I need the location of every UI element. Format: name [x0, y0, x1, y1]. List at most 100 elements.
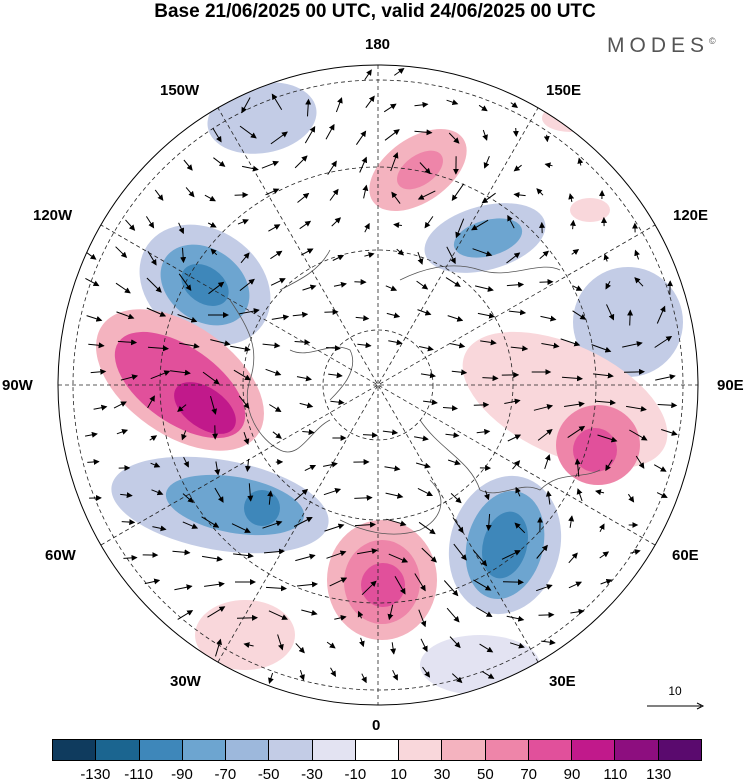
wind-vector-arrow: [654, 335, 673, 348]
wind-vector-arrow: [510, 102, 519, 109]
wind-vector-arrow: [177, 404, 187, 413]
wind-vector-arrow: [88, 342, 105, 349]
anomaly-cell-positive: [195, 600, 295, 670]
wind-vector-arrow: [305, 98, 312, 117]
wind-vector-arrow: [204, 581, 225, 588]
colorbar-tick-label: 90: [563, 766, 581, 783]
wind-vector-arrow: [268, 672, 274, 684]
wind-vector-arrow: [394, 576, 406, 595]
wind-vector-arrow: [543, 134, 550, 143]
wind-vector-arrow: [541, 639, 556, 646]
wind-vector-arrow: [445, 432, 460, 439]
wind-vector-arrow: [382, 429, 399, 436]
wind-vector-arrow: [149, 435, 158, 442]
wind-vector-arrow: [362, 432, 378, 439]
wind-vector-arrow: [570, 608, 585, 615]
wind-vector-arrow: [451, 673, 463, 684]
wind-vector-arrow: [656, 492, 668, 498]
wind-vector-arrow: [512, 127, 519, 137]
meridian-60w-120e: [100, 224, 656, 546]
reference-arrow: [647, 702, 705, 710]
brand-name: MODES: [607, 34, 710, 57]
wind-vector-arrow: [442, 405, 458, 412]
colorbar-swatch: [96, 740, 140, 760]
lon-label-120e: 120E: [673, 207, 709, 224]
colorbar-tick-label: 70: [520, 766, 537, 783]
wind-vector-arrow: [419, 162, 431, 175]
wind-vector-arrow: [479, 643, 494, 653]
colorbar-tick-label: -90: [171, 766, 193, 783]
wind-vector-arrow: [536, 544, 548, 559]
wind-vector-arrow: [332, 254, 345, 261]
wind-vector-arrow: [212, 128, 222, 143]
wind-vector-arrow: [629, 429, 648, 441]
wind-vector-arrow: [239, 125, 257, 139]
wind-vector-arrow: [477, 312, 496, 319]
wind-vector-arrow: [294, 339, 311, 346]
wind-vector-arrow: [327, 160, 337, 175]
wind-vector-arrow: [144, 578, 161, 585]
wind-vector-arrow: [357, 548, 378, 555]
wind-vector-arrow: [507, 214, 515, 229]
wind-vector-arrow: [484, 490, 490, 501]
wind-vector-arrow: [418, 345, 434, 352]
wind-vector-arrow: [326, 345, 341, 352]
wind-vector-arrow: [323, 488, 342, 496]
coastline: [339, 479, 442, 535]
wind-vector-arrow: [172, 549, 191, 556]
wind-vector-arrow: [445, 277, 461, 287]
wind-vector-arrow: [179, 342, 200, 349]
colorbar-tick-label: 130: [646, 766, 672, 783]
wind-vector-arrow: [600, 578, 613, 585]
wind-vector-arrow: [125, 219, 136, 231]
lon-label-150w: 150W: [160, 82, 200, 99]
wind-vector-arrow: [115, 246, 128, 259]
wind-vector-arrow: [147, 250, 157, 266]
wind-vector-arrow: [653, 464, 667, 472]
wind-vector-arrow: [201, 516, 220, 528]
wind-vector-arrow: [414, 101, 429, 108]
wind-vector-arrow: [544, 454, 551, 470]
wind-vector-arrow: [330, 667, 337, 678]
wind-vector-arrow: [334, 614, 347, 621]
wind-vector-arrow: [515, 486, 521, 497]
colorbar-swatch: [355, 740, 400, 760]
wind-vector-arrow: [603, 253, 610, 262]
wind-vector-arrow: [482, 129, 488, 141]
latitude-circle: [159, 166, 597, 604]
wind-vector-arrow: [417, 251, 424, 265]
wind-vector-arrow: [417, 487, 433, 497]
wind-vector-arrow: [302, 284, 317, 291]
wind-vector-arrow: [272, 431, 282, 439]
wind-vector-arrow: [537, 428, 553, 441]
wind-vector-arrow: [605, 281, 612, 290]
wind-vector-arrow: [451, 183, 465, 202]
colorbar-swatch: [226, 740, 270, 760]
map-boundary: [57, 64, 699, 706]
wind-vector-arrow: [268, 610, 289, 620]
wind-vector-arrow: [450, 493, 462, 504]
wind-vector-arrow: [502, 579, 524, 586]
wind-vector-arrow: [635, 455, 645, 469]
wind-vector-arrow: [150, 462, 161, 468]
wind-vector-arrow: [265, 368, 282, 376]
wind-vector-arrow: [390, 152, 399, 172]
meridian-60e-120w: [100, 224, 656, 546]
wind-vector-arrow: [207, 606, 226, 618]
wind-vector-arrow: [568, 581, 583, 589]
wind-vector-arrow: [544, 162, 553, 169]
wind-vector-arrow: [385, 285, 398, 292]
wind-vector-arrow: [482, 671, 495, 679]
colorbar-tick-label: -130: [80, 766, 111, 783]
wind-vector-arrow: [571, 249, 580, 255]
wind-vector-arrow: [121, 519, 136, 526]
wind-vector-arrow: [183, 159, 193, 171]
wind-vector-arrow: [512, 460, 521, 470]
wind-vector-arrow: [476, 607, 493, 618]
wind-vector-arrow: [536, 584, 553, 592]
wind-vector-arrow: [473, 550, 488, 567]
wind-vector-arrow: [606, 304, 615, 321]
colorbar-tick-label: -70: [214, 766, 237, 783]
wind-vector-arrow: [383, 103, 397, 113]
wind-vector-arrow: [627, 309, 634, 326]
